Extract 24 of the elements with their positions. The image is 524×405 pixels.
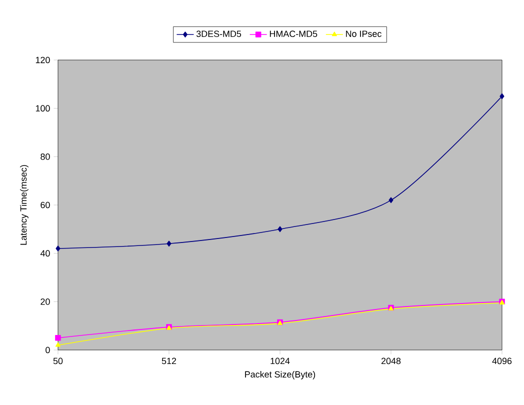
x-tick-label: 4096 — [492, 358, 512, 364]
point — [55, 342, 61, 347]
y-tick-label: 40 — [40, 250, 50, 257]
y-tick-label: 60 — [40, 202, 50, 208]
x-tick-label: 1024 — [270, 358, 290, 364]
y-tick-label: 100 — [36, 105, 50, 112]
x-tick-label: 2048 — [381, 358, 401, 364]
point — [56, 246, 60, 252]
point — [55, 335, 61, 341]
point — [388, 197, 394, 204]
y-tick-label: 20 — [40, 298, 50, 305]
x-tick-label: 512 — [162, 358, 176, 364]
x-axis-title: Packet Size(Byte) — [245, 370, 316, 380]
legend-label: No IPsec — [346, 30, 382, 37]
y-tick-label: 80 — [40, 153, 50, 160]
x-tick-label: 50 — [53, 358, 63, 364]
y-tick-label: 0 — [46, 346, 50, 354]
point — [278, 226, 282, 232]
legend-label: HMAC-MD5 — [270, 30, 318, 38]
legend-label: 3DES-MD5 — [196, 30, 242, 38]
y-tick-label: 120 — [36, 56, 50, 64]
point — [500, 93, 504, 100]
point — [166, 240, 172, 247]
y-axis-title: Latency Time(msec) — [20, 165, 28, 245]
